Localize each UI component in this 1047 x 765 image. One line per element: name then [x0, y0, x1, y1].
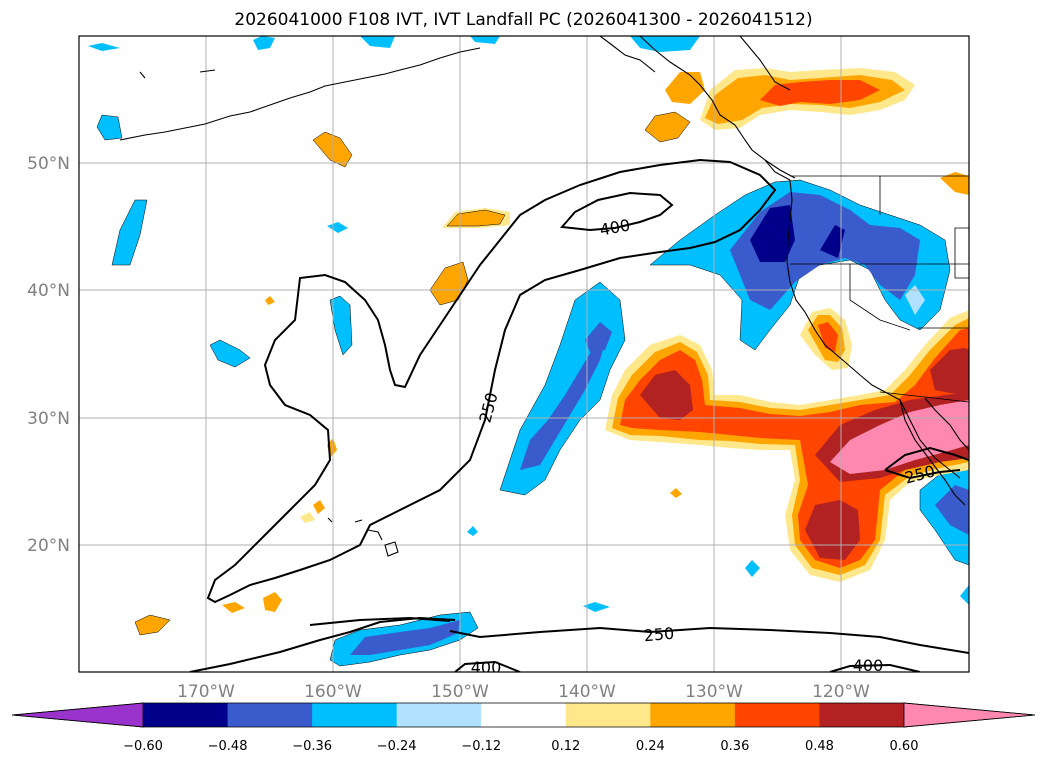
colorbar-labels: −0.60 −0.48 −0.36 −0.24 −0.12 0.12 0.24 … [123, 739, 918, 754]
colorbar-tick-label: 0.48 [805, 739, 834, 754]
contour-label: 400 [853, 656, 884, 675]
colorbar-tick-label: −0.48 [208, 739, 248, 754]
contour-label: 250 [643, 624, 675, 646]
country-borders [790, 175, 969, 403]
lon-label-120w: 120°W [812, 682, 870, 702]
colorbar-tick-label: 0.12 [551, 739, 580, 754]
lat-label-30n: 30°N [27, 409, 70, 429]
lon-label-170w: 170°W [177, 682, 235, 702]
colorbar-segment [481, 703, 567, 727]
lat-label-20n: 20°N [27, 536, 70, 556]
longitude-labels: 170°W 160°W 150°W 140°W 130°W 120°W [177, 682, 870, 702]
colorbar-segment [143, 703, 229, 727]
colorbar-tick-label: 0.60 [890, 739, 919, 754]
positive-ivt-pc-fields [134, 68, 969, 636]
lon-label-130w: 130°W [685, 682, 743, 702]
colorbar-tick-label: 0.36 [720, 739, 749, 754]
lat-label-40n: 40°N [27, 281, 70, 301]
colorbar-tick-label: −0.60 [123, 739, 163, 754]
colorbar-tick-label: −0.12 [461, 739, 501, 754]
latitude-labels: 50°N 40°N 30°N 20°N [27, 154, 70, 556]
colorbar-segment [227, 703, 313, 727]
colorbar: −0.60 −0.48 −0.36 −0.24 −0.12 0.12 0.24 … [11, 702, 1036, 754]
map-title: 2026041000 F108 IVT, IVT Landfall PC (20… [234, 10, 813, 30]
lat-label-50n: 50°N [27, 154, 70, 174]
contour-label: 400 [471, 658, 502, 677]
colorbar-outline [11, 702, 1036, 728]
map-gridlines [79, 36, 969, 672]
colorbar-extend-min [11, 702, 144, 728]
ivt-contours [189, 158, 969, 672]
colorbar-segment [819, 703, 905, 727]
colorbar-segment [396, 703, 482, 727]
coastlines [119, 36, 969, 557]
colorbar-segment [734, 703, 820, 727]
lon-label-160w: 160°W [304, 682, 362, 702]
colorbar-segment [312, 703, 398, 727]
colorbar-segment [565, 703, 651, 727]
colorbar-extend-max [903, 702, 1036, 728]
colorbar-tick-label: 0.24 [636, 739, 665, 754]
lon-label-150w: 150°W [431, 682, 489, 702]
colorbar-tick-label: −0.36 [292, 739, 332, 754]
colorbar-tick-label: −0.24 [377, 739, 417, 754]
lon-label-140w: 140°W [558, 682, 616, 702]
contour-labels: 400 250 250 250 400 400 [471, 215, 937, 677]
colorbar-segments [11, 702, 1036, 728]
colorbar-segment [650, 703, 736, 727]
map-frame [78, 35, 970, 673]
negative-ivt-pc-fields [88, 36, 969, 667]
